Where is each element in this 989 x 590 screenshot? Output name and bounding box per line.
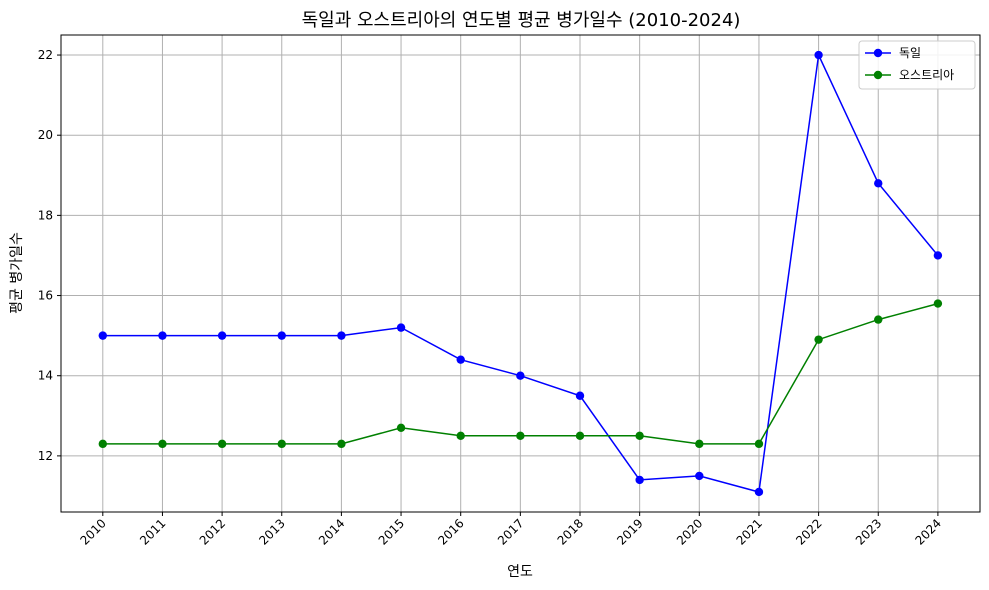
y-axis: 12 14 16 18 20 22 <box>38 48 61 463</box>
data-point <box>337 439 346 449</box>
legend-label: 독일 <box>899 46 921 60</box>
data-point <box>277 331 286 340</box>
data-point <box>933 299 943 308</box>
series-1 <box>98 50 943 497</box>
data-point <box>217 439 227 449</box>
data-point <box>158 439 167 449</box>
y-tick-label: 16 <box>38 289 53 303</box>
y-tick-label: 14 <box>38 369 53 383</box>
data-point <box>814 50 823 60</box>
data-point <box>635 431 644 441</box>
data-point <box>874 179 883 188</box>
legend-marker <box>873 70 883 80</box>
data-point <box>754 487 764 497</box>
series-layer <box>98 50 943 497</box>
data-point <box>456 431 465 441</box>
data-point <box>396 323 406 332</box>
y-tick-label: 12 <box>38 449 53 463</box>
data-point <box>98 439 108 449</box>
y-tick-label: 18 <box>38 208 53 222</box>
y-tick-label: 20 <box>38 128 53 142</box>
y-axis-title: 평균 병가일수 <box>9 232 25 314</box>
chart-title: 독일과 오스트리아의 연도별 평균 병가일수 (2010-2024) <box>302 10 741 31</box>
data-point <box>754 439 764 449</box>
data-point <box>516 431 525 441</box>
data-point <box>575 391 585 400</box>
legend-marker <box>873 48 883 58</box>
data-point <box>98 331 108 340</box>
data-point <box>396 423 406 433</box>
data-point <box>217 331 227 340</box>
data-point <box>456 355 465 364</box>
data-point <box>277 439 286 449</box>
data-point <box>337 331 346 340</box>
data-point <box>814 335 823 344</box>
x-axis-title: 연도 <box>507 564 533 580</box>
data-point <box>695 439 704 449</box>
data-point <box>158 331 167 340</box>
data-point <box>635 475 644 485</box>
data-point <box>575 431 585 441</box>
series-2 <box>98 299 943 449</box>
y-tick-label: 22 <box>38 48 53 62</box>
legend-label: 오스트리아 <box>899 68 954 82</box>
data-point <box>695 471 704 481</box>
data-point <box>516 371 525 380</box>
data-point <box>874 315 883 324</box>
data-point <box>933 251 943 260</box>
